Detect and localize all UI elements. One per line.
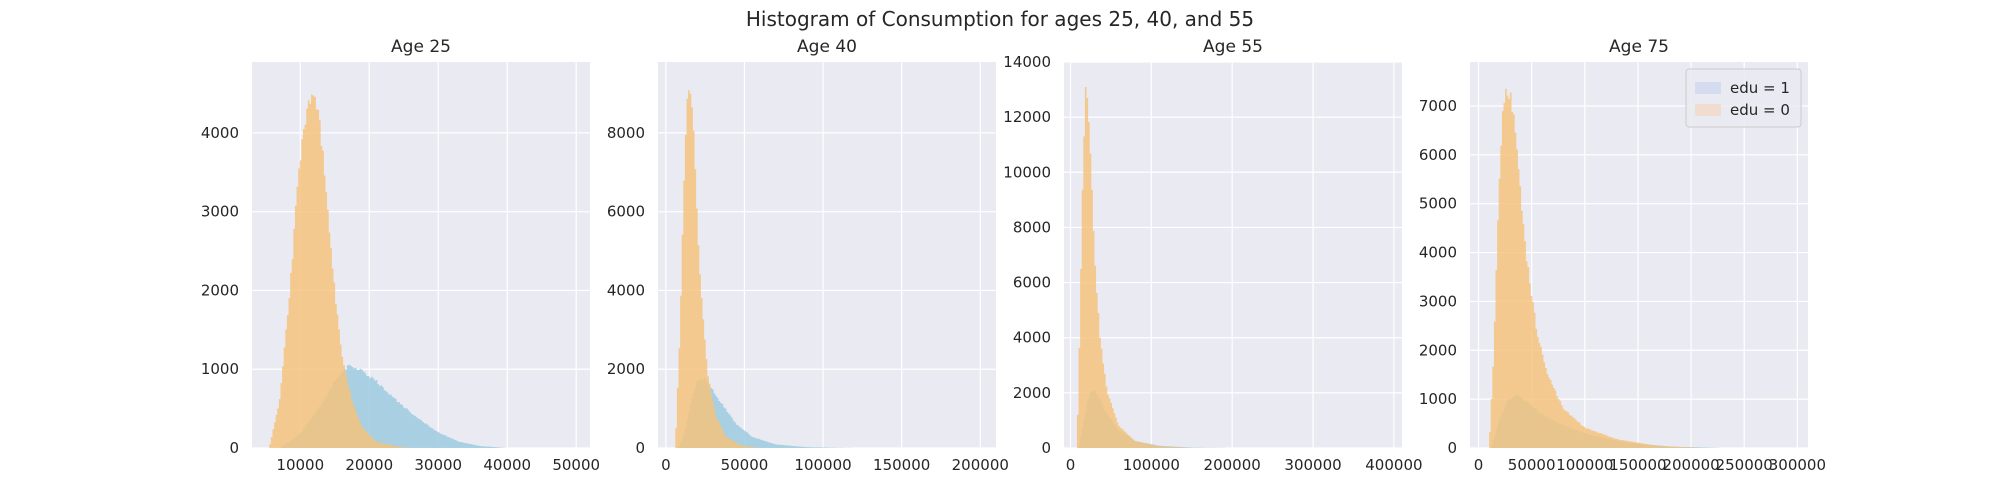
histogram-bars: [1489, 88, 1723, 448]
plot-area: [658, 62, 996, 448]
panel-1: Age 25 10000 20000 30000 40000 50000 0 1000 2000…: [201, 37, 600, 474]
y-tick-label: 3000: [201, 203, 239, 221]
x-tick-label: 100000: [794, 456, 851, 474]
x-tick-label: 100000: [1556, 456, 1613, 474]
histogram-edu0: [675, 90, 761, 448]
legend-label: edu = 1: [1730, 79, 1790, 97]
y-tick-label: 2000: [201, 281, 239, 299]
histogram-edu0: [1076, 87, 1192, 448]
panel-title: Age 75: [1609, 37, 1669, 57]
x-tick-label: 200000: [1662, 456, 1719, 474]
x-tick-label: 150000: [873, 456, 930, 474]
x-tick-label: 30000: [414, 456, 462, 474]
y-tick-label: 10000: [1003, 163, 1051, 181]
histogram-bars: [675, 90, 855, 448]
legend-label: edu = 0: [1730, 101, 1790, 119]
y-tick-label: 6000: [1013, 274, 1051, 292]
y-tick-label: 6000: [1419, 146, 1457, 164]
x-tick-label: 200000: [952, 456, 1009, 474]
y-tick-label: 0: [1447, 439, 1457, 457]
y-tick-label: 2000: [1419, 341, 1457, 359]
x-tick-label: 150000: [1609, 456, 1666, 474]
legend: edu = 1 edu = 0: [1685, 68, 1802, 128]
y-tick-label: 14000: [1003, 53, 1051, 71]
x-tick-label: 50000: [552, 456, 600, 474]
y-tick-label: 8000: [1013, 218, 1051, 236]
legend-swatch: [1695, 104, 1721, 116]
y-tick-label: 6000: [607, 203, 645, 221]
x-tick-label: 0: [1474, 456, 1484, 474]
x-tick-label: 20000: [345, 456, 393, 474]
y-tick-label: 7000: [1419, 97, 1457, 115]
histogram-bars: [269, 94, 508, 448]
y-tick-label: 4000: [201, 124, 239, 142]
x-tick-label: 250000: [1716, 456, 1773, 474]
x-tick-label: 0: [1066, 456, 1076, 474]
histogram-bars: [1076, 87, 1233, 448]
x-tick-label: 50000: [1508, 456, 1556, 474]
panel-title: Age 40: [797, 37, 857, 57]
figure-title: Histogram of Consumption for ages 25, 40…: [746, 7, 1254, 31]
y-tick-label: 1000: [1419, 390, 1457, 408]
x-tick-label: 10000: [276, 456, 324, 474]
y-tick-label: 3000: [1419, 292, 1457, 310]
y-tick-label: 0: [229, 439, 239, 457]
x-tick-label: 400000: [1365, 456, 1422, 474]
y-tick-label: 0: [1041, 439, 1051, 457]
y-tick-label: 12000: [1003, 108, 1051, 126]
panel-3: Age 55 0 100000 200000 300000 400000 0 2000 4000…: [1003, 37, 1422, 474]
plot-area: [1064, 62, 1402, 448]
panel-2: Age 40 0 50000 100000 150000 200000 0 2000 4000 6…: [607, 37, 1009, 474]
x-tick-label: 300000: [1284, 456, 1341, 474]
y-tick-label: 2000: [1013, 384, 1051, 402]
x-tick-label: 200000: [1204, 456, 1261, 474]
y-tick-label: 4000: [1013, 329, 1051, 347]
panel-title: Age 55: [1203, 37, 1263, 57]
x-tick-label: 40000: [483, 456, 531, 474]
y-tick-label: 5000: [1419, 195, 1457, 213]
histogram-edu0: [1489, 88, 1702, 448]
legend-swatch: [1695, 82, 1721, 94]
panel-title: Age 25: [391, 37, 451, 57]
histogram-edu0: [269, 94, 411, 448]
x-tick-label: 50000: [721, 456, 769, 474]
y-tick-label: 0: [635, 439, 645, 457]
x-tick-label: 0: [661, 456, 671, 474]
y-tick-label: 1000: [201, 360, 239, 378]
y-tick-label: 4000: [1419, 244, 1457, 262]
y-tick-label: 2000: [607, 360, 645, 378]
x-tick-label: 300000: [1769, 456, 1826, 474]
y-tick-label: 8000: [607, 124, 645, 142]
y-tick-label: 4000: [607, 281, 645, 299]
x-tick-label: 100000: [1123, 456, 1180, 474]
